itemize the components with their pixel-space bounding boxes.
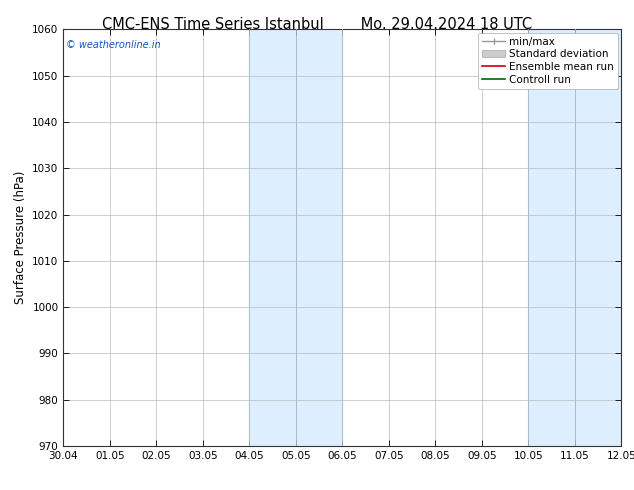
- Legend: min/max, Standard deviation, Ensemble mean run, Controll run: min/max, Standard deviation, Ensemble me…: [478, 32, 618, 89]
- Bar: [249, 29, 342, 446]
- Bar: [528, 29, 621, 446]
- Text: CMC-ENS Time Series Istanbul        Mo. 29.04.2024 18 UTC: CMC-ENS Time Series Istanbul Mo. 29.04.2…: [102, 17, 532, 32]
- Y-axis label: Surface Pressure (hPa): Surface Pressure (hPa): [14, 171, 27, 304]
- Text: © weatheronline.in: © weatheronline.in: [66, 40, 161, 50]
